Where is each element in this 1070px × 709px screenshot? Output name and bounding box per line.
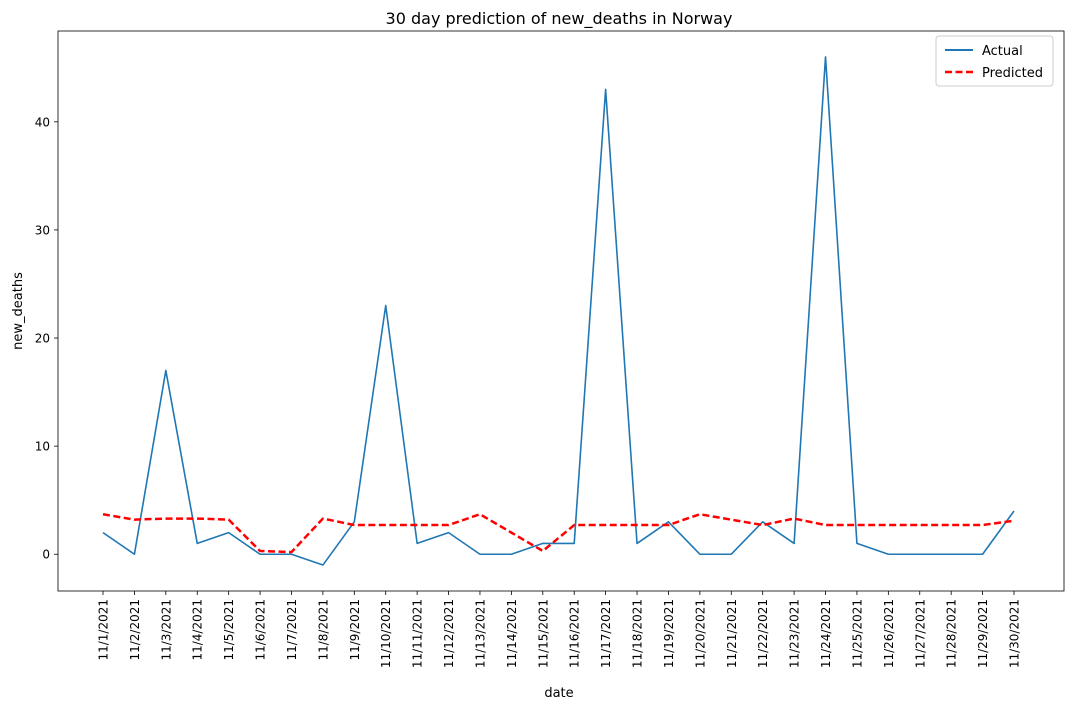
series-line-predicted (102, 512, 1015, 554)
x-tick-label: 11/26/2021 (882, 599, 896, 668)
x-tick-label: 11/17/2021 (599, 599, 613, 668)
x-tick-label: 11/30/2021 (1008, 599, 1022, 668)
x-tick-label: 11/25/2021 (850, 599, 864, 668)
x-tick-label: 11/9/2021 (348, 599, 362, 661)
x-tick-label: 11/14/2021 (505, 599, 519, 668)
x-tick-label: 11/23/2021 (788, 599, 802, 668)
x-tick-label: 11/21/2021 (725, 599, 739, 668)
x-tick-label: 11/19/2021 (662, 599, 676, 668)
x-tick-label: 11/24/2021 (819, 599, 833, 668)
y-tick-label: 30 (35, 223, 50, 237)
legend-label-predicted: Predicted (982, 66, 1043, 81)
series-line-actual (102, 56, 1015, 566)
x-tick-label: 11/22/2021 (756, 599, 770, 668)
x-tick-label: 11/5/2021 (222, 599, 236, 661)
x-tick-label: 11/12/2021 (442, 599, 456, 668)
x-tick-label: 11/15/2021 (536, 599, 550, 668)
x-tick-label: 11/16/2021 (568, 599, 582, 668)
x-tick-label: 11/11/2021 (411, 599, 425, 668)
legend: Actual Predicted (935, 35, 1054, 87)
x-tick-label: 11/13/2021 (473, 599, 487, 668)
y-tick-label: 20 (35, 332, 50, 346)
y-tick-label: 10 (35, 440, 50, 454)
legend-box (935, 35, 1054, 87)
x-tick-label: 11/2/2021 (128, 599, 142, 661)
x-tick-label: 11/10/2021 (379, 599, 393, 668)
x-axis-label: date (544, 686, 573, 701)
y-tick-label: 0 (42, 548, 50, 562)
x-tick-label: 11/3/2021 (159, 599, 173, 661)
x-tick-label: 11/8/2021 (316, 599, 330, 661)
y-axis-label: new_deaths (11, 272, 26, 350)
chart-title: 30 day prediction of new_deaths in Norwa… (386, 9, 733, 29)
x-tick-label: 11/20/2021 (693, 599, 707, 668)
y-tick-label: 40 (35, 115, 50, 129)
x-tick-label: 11/1/2021 (97, 599, 111, 661)
plot-area-frame (57, 30, 1065, 592)
x-tick-label: 11/6/2021 (254, 599, 268, 661)
x-tick-label: 11/4/2021 (191, 599, 205, 661)
x-tick-label: 11/18/2021 (631, 599, 645, 668)
y-axis: 0 10 20 30 40 (35, 115, 58, 562)
legend-label-actual: Actual (982, 44, 1023, 59)
x-tick-label: 11/27/2021 (913, 599, 927, 668)
series-layer (102, 56, 1015, 566)
x-tick-label: 11/29/2021 (976, 599, 990, 668)
x-tick-label: 11/28/2021 (945, 599, 959, 668)
x-tick-label: 11/7/2021 (285, 599, 299, 661)
x-axis: 11/1/2021 11/2/2021 11/3/2021 11/4/2021 11/5… (97, 591, 1022, 668)
